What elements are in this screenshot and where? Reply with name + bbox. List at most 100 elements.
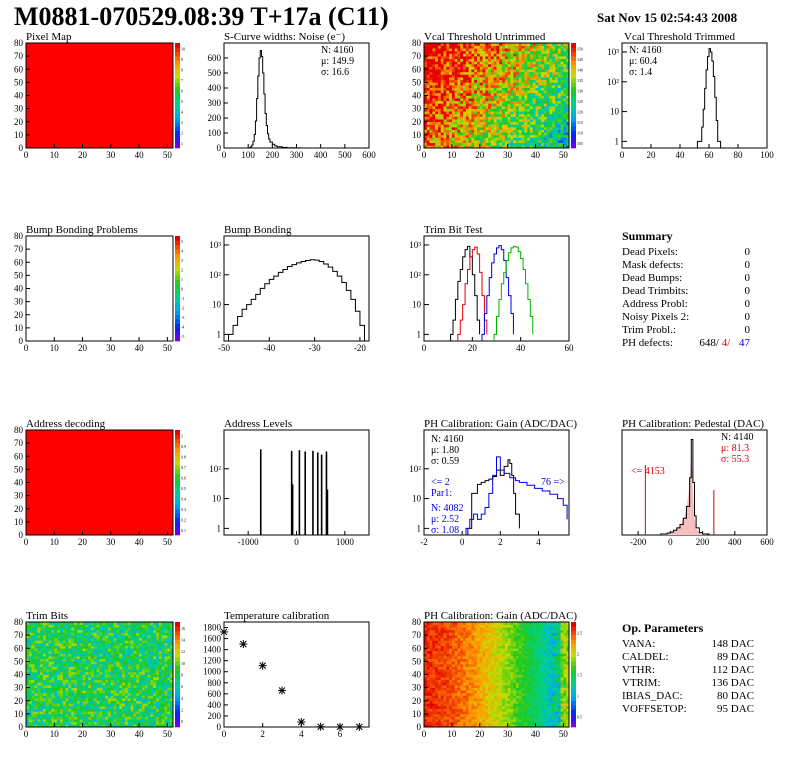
trim_bits-cell: [124, 708, 129, 712]
trim_bits-cell: [144, 690, 148, 694]
vcal_untrimmed-cell: [566, 92, 570, 96]
bump_problems-zscale-label: 1: [181, 277, 183, 282]
ph_gain_map-cell: [426, 679, 430, 683]
trim_bits-cell: [51, 690, 55, 694]
vcal_untrimmed-cell: [443, 74, 447, 78]
vcal_untrimmed-cell: [546, 56, 550, 60]
vcal_untrimmed-cell: [504, 95, 508, 99]
vcal_untrimmed-cell: [446, 129, 450, 133]
trim_bits-cell: [51, 713, 55, 717]
vcal_untrimmed-cell: [518, 71, 522, 75]
trim_bits-cell: [40, 706, 44, 709]
ph_gain_map-cell: [437, 706, 442, 709]
vcal_untrimmed-cell: [527, 113, 531, 117]
panel-title-trim-bit-test: Trim Bit Test: [424, 224, 483, 236]
trim_bits-cell: [105, 643, 109, 646]
vcal_untrimmed-cell: [532, 129, 536, 133]
vcal_untrimmed-cell: [457, 100, 461, 104]
trim_bits-zscale-cell: [175, 709, 180, 715]
vcal_untrimmed-cell: [527, 50, 531, 54]
trim_bits-cell: [74, 713, 78, 717]
vcal_untrimmed-cell: [521, 74, 525, 78]
trim_bits-cell: [74, 664, 78, 667]
trim_bits-cell: [99, 661, 103, 665]
trim_bits-cell: [147, 674, 151, 678]
vcal_untrimmed-cell: [432, 53, 436, 57]
vcal_untrimmed-cell: [516, 145, 520, 149]
trim_bits-cell: [51, 719, 55, 723]
vcal_untrimmed-cell: [468, 74, 472, 78]
ph_gain_map-cell: [432, 658, 436, 662]
trim_bits-cell: [88, 635, 92, 639]
vcal_untrimmed-cell: [474, 119, 478, 123]
vcal_untrimmed-cell: [538, 134, 542, 138]
vcal_untrimmed-cell: [476, 100, 481, 104]
vcal_untrimmed-cell: [555, 82, 559, 86]
vcal_untrimmed-cell: [543, 134, 547, 138]
trim_bits-cell: [74, 640, 78, 644]
trim_bits-cell: [150, 687, 154, 691]
vcal_untrimmed-cell: [499, 48, 503, 52]
trim_bits-cell: [54, 724, 58, 728]
trim_bits-cell: [62, 674, 66, 678]
trim_bits-cell: [74, 637, 78, 641]
trim_bits-cell: [62, 650, 66, 654]
vcal_untrimmed-cell: [541, 61, 545, 65]
trim_bits-cell: [57, 703, 61, 707]
vcal_untrimmed-cell: [446, 103, 450, 107]
trim_bits-cell: [150, 637, 154, 641]
trim_bits-cell: [150, 664, 154, 667]
vcal_untrimmed-cell: [488, 82, 492, 86]
trim_bits-cell: [76, 643, 81, 646]
trim_bits-cell: [130, 700, 134, 704]
vcal_untrimmed-zscale-label: 110: [577, 130, 583, 135]
vcal_untrimmed-cell: [513, 127, 517, 130]
vcal_untrimmed-cell: [532, 69, 536, 73]
vcal_untrimmed-cell: [479, 56, 483, 60]
vcal_untrimmed-cell: [488, 127, 492, 130]
trim_bits-zscale-label: 6: [181, 684, 183, 689]
trim_bits-cell: [105, 721, 109, 725]
ph_gain_map-cell: [426, 677, 430, 681]
trim_bits-cell: [91, 656, 95, 660]
address_decoding-xtick-label: 40: [135, 537, 145, 547]
trim_bits-cell: [119, 664, 123, 667]
vcal_untrimmed-cell: [446, 132, 450, 136]
trim_bits-cell: [51, 656, 55, 660]
trim_bits-cell: [124, 685, 129, 688]
trim_bits-cell: [141, 656, 146, 660]
trim_bits-cell: [127, 682, 131, 686]
trim_bits-cell: [76, 658, 81, 662]
vcal_untrimmed-cell: [479, 113, 483, 117]
trim_bits-cell: [139, 666, 143, 670]
vcal_untrimmed-cell: [465, 87, 469, 91]
trim_bits-cell: [26, 706, 30, 709]
vcal_untrimmed-cell: [543, 50, 547, 54]
vcal_untrimmed-cell: [465, 85, 469, 88]
trim_bits-cell: [161, 629, 165, 633]
trim_bits-cell: [107, 674, 112, 678]
vcal_untrimmed-cell: [468, 61, 472, 65]
trim_bits-cell: [150, 677, 154, 681]
trim_bits-cell: [57, 645, 61, 649]
trim_bits-ytick-label: 10: [14, 709, 24, 719]
vcal_untrimmed-cell: [543, 124, 547, 128]
trim_bits-cell: [48, 640, 52, 644]
pixel_map-xtick-label: 20: [78, 150, 88, 160]
trim_bits-cell: [71, 627, 75, 631]
vcal_untrimmed-cell: [440, 90, 444, 94]
vcal_untrimmed-cell: [488, 134, 492, 138]
trim_bits-cell: [79, 706, 83, 709]
temperature-ytick-label: 1000: [203, 667, 222, 677]
vcal_untrimmed-cell: [563, 145, 567, 149]
trim_bits-cell: [150, 682, 154, 686]
vcal_untrimmed-cell: [513, 142, 517, 146]
trim_bits-cell: [161, 713, 165, 717]
vcal_untrimmed-cell: [555, 119, 559, 123]
bump_problems-zscale-label: -3: [181, 315, 184, 320]
vcal_untrimmed-cell: [493, 98, 497, 102]
vcal_untrimmed-cell: [563, 119, 567, 123]
vcal_untrimmed-cell: [504, 64, 508, 67]
trim_bits-cell: [48, 658, 52, 662]
vcal_untrimmed-cell: [457, 98, 461, 102]
